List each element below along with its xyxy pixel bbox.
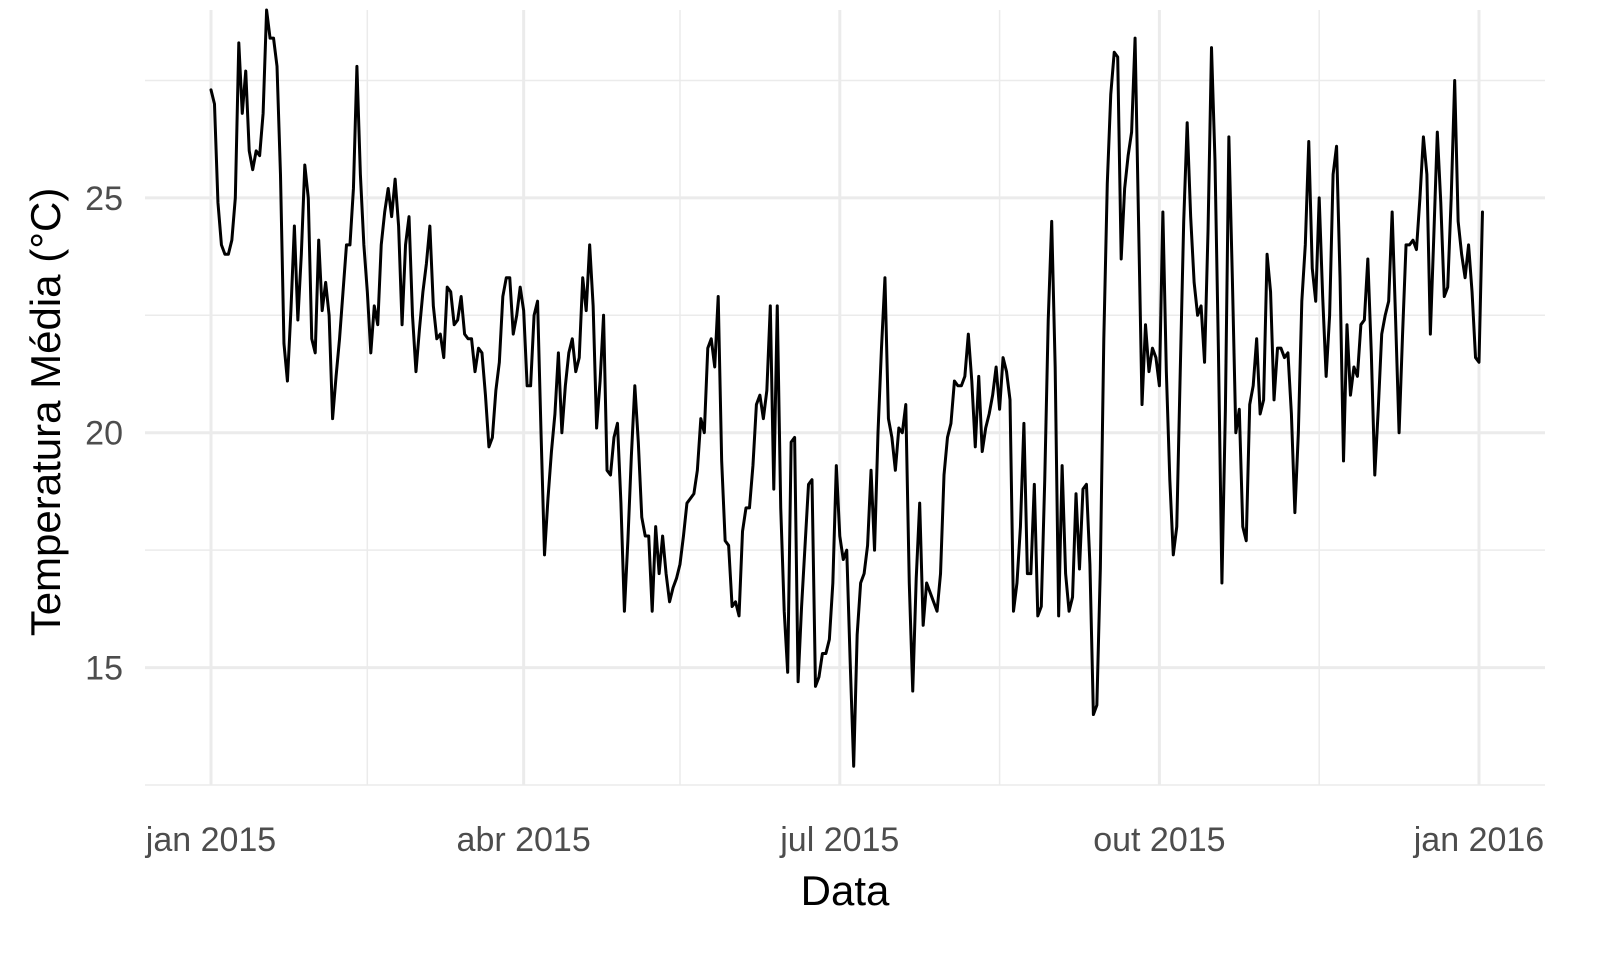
x-tick-label: abr 2015: [457, 821, 591, 859]
y-tick-labels: 15 20 25: [85, 180, 123, 688]
x-tick-labels: jan 2015 abr 2015 jul 2015 out 2015 jan 2016: [145, 821, 1544, 859]
x-tick-label: jan 2015: [145, 821, 276, 859]
major-x-gridlines: [209, 10, 1481, 785]
x-axis-title: Data: [801, 867, 890, 914]
x-tick-label: jul 2015: [779, 821, 899, 859]
x-tick-label: out 2015: [1093, 821, 1225, 859]
x-tick-label: jan 2016: [1413, 821, 1544, 859]
y-tick-label: 20: [85, 415, 123, 453]
temperature-series-line: [209, 8, 1484, 768]
y-tick-label: 15: [85, 650, 123, 688]
y-tick-label: 25: [85, 180, 123, 218]
y-axis-title: Temperatura Média (°C): [22, 188, 69, 637]
